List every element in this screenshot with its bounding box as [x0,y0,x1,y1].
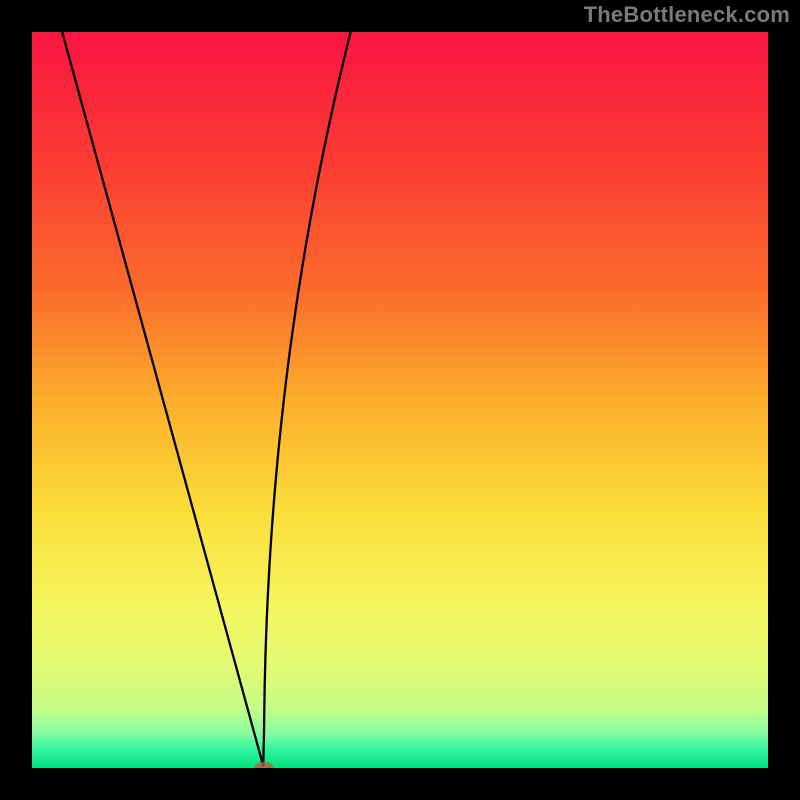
plot-svg [32,32,768,768]
watermark-label: TheBottleneck.com [584,2,790,28]
chart-container: TheBottleneck.com [0,0,800,800]
plot-background [32,32,768,768]
plot-area [32,32,768,768]
